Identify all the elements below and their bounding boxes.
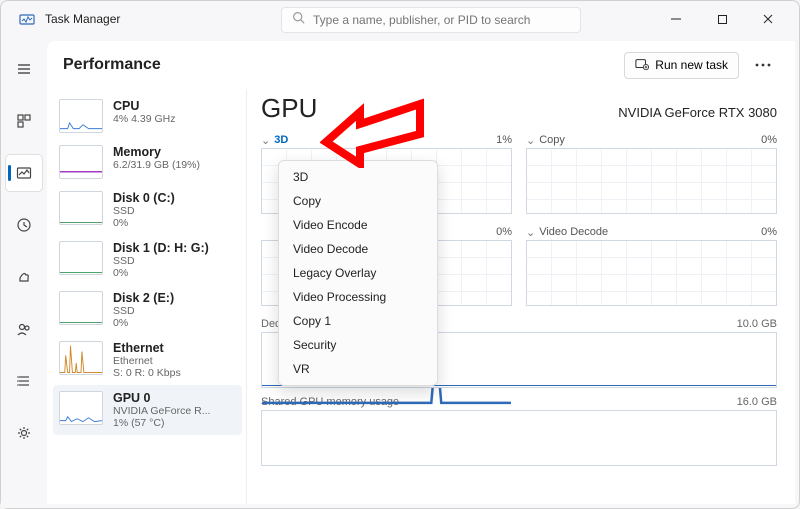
quad-pct: 0% <box>761 226 777 238</box>
quad-pct: 1% <box>496 134 512 146</box>
rail-details[interactable] <box>6 363 42 399</box>
sidebar-thumb <box>59 291 103 325</box>
shared-mem-chart <box>261 410 777 466</box>
sidebar-item[interactable]: Disk 2 (E:)SSD0% <box>53 285 242 335</box>
chevron-down-icon[interactable]: ⌄ <box>526 226 535 239</box>
sidebar-sub: NVIDIA GeForce R... <box>113 405 210 417</box>
sidebar-thumb <box>59 341 103 375</box>
dropdown-item[interactable]: Copy <box>279 189 437 213</box>
sidebar-sub: Ethernet <box>113 355 181 367</box>
gpu-device: NVIDIA GeForce RTX 3080 <box>618 105 777 120</box>
sidebar-sub: SSD <box>113 305 174 317</box>
sidebar-sub: SSD <box>113 255 209 267</box>
sidebar-label: Disk 2 (E:) <box>113 291 174 305</box>
sidebar-sub2: 0% <box>113 217 175 229</box>
sidebar-label: Ethernet <box>113 341 181 355</box>
sidebar-item[interactable]: CPU4% 4.39 GHz <box>53 93 242 139</box>
dropdown-item[interactable]: Video Decode <box>279 237 437 261</box>
dedicated-mem-value: 10.0 GB <box>737 318 777 330</box>
sidebar-item[interactable]: Disk 0 (C:)SSD0% <box>53 185 242 235</box>
sidebar-sub2: 0% <box>113 267 209 279</box>
sidebar-label: Disk 0 (C:) <box>113 191 175 205</box>
sidebar-label: CPU <box>113 99 175 113</box>
gpu-quad: ⌄ Copy 0% <box>526 132 777 218</box>
sidebar-sub2: 0% <box>113 317 174 329</box>
sidebar-item[interactable]: Memory6.2/31.9 GB (19%) <box>53 139 242 185</box>
more-button[interactable] <box>747 51 779 79</box>
perf-sidebar: CPU4% 4.39 GHzMemory6.2/31.9 GB (19%)Dis… <box>47 89 247 504</box>
sidebar-sub: SSD <box>113 205 175 217</box>
sidebar-label: GPU 0 <box>113 391 210 405</box>
annotation-arrow <box>320 94 430 173</box>
chevron-down-icon[interactable]: ⌄ <box>526 134 535 147</box>
sidebar-item[interactable]: Disk 1 (D: H: G:)SSD0% <box>53 235 242 285</box>
sidebar-thumb <box>59 391 103 425</box>
engine-dropdown: 3DCopyVideo EncodeVideo DecodeLegacy Ove… <box>278 160 438 386</box>
window-title: Task Manager <box>45 12 120 26</box>
quad-label[interactable]: Video Decode <box>539 226 608 238</box>
sidebar-thumb <box>59 191 103 225</box>
minimize-button[interactable] <box>653 3 699 35</box>
page-header: Performance Run new task <box>47 41 795 89</box>
run-task-icon <box>635 57 649 74</box>
run-new-task-button[interactable]: Run new task <box>624 52 739 79</box>
quad-pct: 0% <box>496 226 512 238</box>
quad-chart <box>526 148 777 214</box>
dropdown-item[interactable]: Legacy Overlay <box>279 261 437 285</box>
sidebar-thumb <box>59 241 103 275</box>
chevron-down-icon[interactable]: ⌄ <box>261 134 270 147</box>
titlebar: Task Manager <box>1 1 799 37</box>
quad-label[interactable]: 3D <box>274 134 288 146</box>
nav-rail <box>1 37 47 508</box>
search-box[interactable] <box>281 7 581 33</box>
app-icon <box>19 11 35 27</box>
sidebar-sub2: S: 0 R: 0 Kbps <box>113 367 181 379</box>
dropdown-item[interactable]: Security <box>279 333 437 357</box>
quad-chart <box>526 240 777 306</box>
quad-label[interactable]: Copy <box>539 134 565 146</box>
sidebar-thumb <box>59 99 103 133</box>
shared-mem-row: Shared GPU memory usage16.0 GB <box>261 396 777 466</box>
sidebar-sub: 4% 4.39 GHz <box>113 113 175 125</box>
sidebar-label: Disk 1 (D: H: G:) <box>113 241 209 255</box>
rail-app-history[interactable] <box>6 207 42 243</box>
dropdown-item[interactable]: Video Processing <box>279 285 437 309</box>
dropdown-item[interactable]: Copy 1 <box>279 309 437 333</box>
gpu-title: GPU <box>261 93 317 124</box>
run-new-task-label: Run new task <box>655 58 728 72</box>
maximize-button[interactable] <box>699 3 745 35</box>
search-icon <box>292 11 305 29</box>
close-button[interactable] <box>745 3 791 35</box>
sidebar-item[interactable]: EthernetEthernetS: 0 R: 0 Kbps <box>53 335 242 385</box>
quad-pct: 0% <box>761 134 777 146</box>
rail-hamburger[interactable] <box>6 51 42 87</box>
sidebar-sub: 6.2/31.9 GB (19%) <box>113 159 200 171</box>
rail-settings[interactable] <box>6 415 42 451</box>
page-title: Performance <box>63 56 161 74</box>
dropdown-item[interactable]: Video Encode <box>279 213 437 237</box>
gpu-quad: ⌄ Video Decode 0% <box>526 224 777 310</box>
window-controls <box>653 3 791 35</box>
dropdown-item[interactable]: VR <box>279 357 437 381</box>
rail-processes[interactable] <box>6 103 42 139</box>
rail-users[interactable] <box>6 311 42 347</box>
sidebar-sub2: 1% (57 °C) <box>113 417 210 429</box>
sidebar-label: Memory <box>113 145 200 159</box>
sidebar-thumb <box>59 145 103 179</box>
shared-mem-value: 16.0 GB <box>737 396 777 408</box>
sidebar-item[interactable]: GPU 0NVIDIA GeForce R...1% (57 °C) <box>53 385 242 435</box>
search-input[interactable] <box>313 13 570 27</box>
rail-performance[interactable] <box>6 155 42 191</box>
rail-startup[interactable] <box>6 259 42 295</box>
